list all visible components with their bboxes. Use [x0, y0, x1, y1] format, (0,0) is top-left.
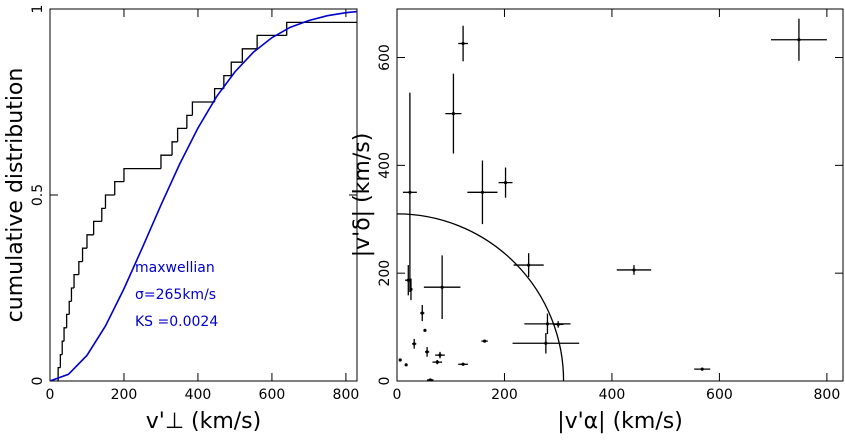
data-point	[408, 190, 412, 194]
data-point	[503, 181, 508, 185]
y-tick-label: 0	[30, 377, 46, 386]
y-tick-label: 400	[377, 152, 393, 179]
y-tick-label: 0	[377, 377, 393, 386]
cdf-step	[171, 141, 178, 156]
data-point	[438, 353, 442, 357]
x-tick-label: 200	[491, 387, 518, 403]
annotation: KS =0.0024	[135, 314, 218, 330]
data-point	[461, 41, 465, 46]
data-point	[544, 341, 548, 345]
cdf-step	[114, 180, 124, 195]
cdf-step	[191, 101, 215, 116]
cdf-step	[61, 340, 65, 355]
cdf-step	[68, 300, 72, 315]
cdf-step	[86, 234, 94, 249]
x-axis-label: v'⊥ (km/s)	[146, 409, 261, 434]
data-point	[406, 278, 410, 282]
x-tick-label: 0	[393, 387, 402, 403]
data-point	[700, 367, 704, 371]
cdf-step	[101, 207, 106, 222]
cdf-step	[176, 127, 187, 142]
cdf-step	[81, 247, 87, 262]
annotation: maxwellian	[135, 260, 215, 276]
data-point	[423, 328, 427, 332]
data-point	[409, 287, 413, 291]
x-tick-label: 800	[333, 387, 360, 403]
cdf-step	[65, 313, 70, 328]
x-tick-label: 400	[185, 387, 212, 403]
cdf-step	[160, 154, 173, 169]
cdf-step	[63, 327, 67, 342]
x-tick-label: 600	[706, 387, 733, 403]
y-tick-label: 0.5	[30, 184, 46, 206]
data-point	[404, 363, 408, 367]
data-point	[425, 350, 429, 354]
model-curve	[50, 10, 357, 381]
data-point	[482, 339, 487, 343]
y-tick-label: 600	[377, 44, 393, 71]
x-axis-label: |v'α| (km/s)	[557, 409, 683, 434]
data-point	[412, 342, 416, 346]
cdf-step	[241, 48, 258, 63]
data-point	[428, 378, 432, 381]
data-point	[435, 360, 439, 364]
plot-area	[50, 9, 410, 381]
cdf-step	[92, 220, 102, 235]
cdf-step	[59, 353, 63, 368]
data-point	[398, 358, 402, 362]
plot-frame	[396, 8, 844, 382]
cdf-step	[286, 21, 357, 36]
data-point	[527, 263, 531, 267]
data-point	[556, 322, 560, 326]
data-point	[632, 268, 636, 272]
plot-area	[397, 18, 827, 381]
cdf-step	[367, 9, 410, 22]
data-point	[440, 285, 444, 289]
x-tick-label: 0	[46, 387, 55, 403]
data-point	[797, 38, 801, 42]
y-axis-label: |v'δ| (km/s)	[350, 133, 375, 258]
cdf-step	[70, 287, 75, 302]
y-tick-label: 200	[377, 260, 393, 287]
cdf-step	[78, 260, 83, 275]
cdf-step	[73, 273, 79, 288]
reference-circle	[397, 213, 565, 381]
y-tick-label: 1	[30, 5, 46, 14]
cdf-step	[186, 114, 193, 129]
data-point	[420, 311, 424, 315]
cdf-step	[57, 366, 61, 381]
cdf-step	[223, 74, 232, 89]
data-point	[545, 322, 550, 326]
x-tick-label: 200	[111, 387, 138, 403]
x-tick-label: 600	[259, 387, 286, 403]
cdf-step	[230, 61, 243, 76]
data-point	[461, 362, 465, 366]
x-tick-label: 800	[814, 387, 841, 403]
data-point	[451, 111, 456, 116]
cdf-step	[213, 87, 224, 102]
cdf-step	[123, 167, 161, 182]
x-tick-label: 400	[599, 387, 626, 403]
cdf-step	[104, 194, 115, 209]
y-axis-label: cumulative distribution	[3, 68, 28, 323]
annotation: σ=265km/s	[135, 287, 216, 303]
data-point	[480, 190, 485, 194]
